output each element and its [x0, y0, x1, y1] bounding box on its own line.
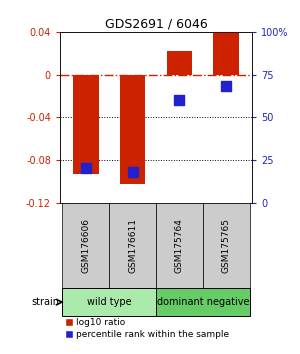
Point: [130, 169, 135, 175]
Bar: [203, 202, 250, 288]
Point: [83, 166, 88, 171]
Bar: [120, 75, 146, 184]
Text: GSM175764: GSM175764: [175, 218, 184, 273]
Bar: [167, 51, 192, 75]
Bar: [213, 32, 239, 75]
Legend: log10 ratio, percentile rank within the sample: log10 ratio, percentile rank within the …: [64, 318, 230, 340]
Bar: [156, 288, 250, 316]
Bar: [62, 202, 109, 288]
Title: GDS2691 / 6046: GDS2691 / 6046: [105, 18, 207, 31]
Text: GSM176606: GSM176606: [81, 218, 90, 273]
Bar: [156, 202, 203, 288]
Bar: [62, 288, 156, 316]
Text: GSM175765: GSM175765: [222, 218, 231, 273]
Bar: [73, 75, 99, 174]
Text: dominant negative: dominant negative: [157, 297, 249, 307]
Bar: [109, 202, 156, 288]
Text: wild type: wild type: [87, 297, 131, 307]
Point: [177, 97, 182, 103]
Text: GSM176611: GSM176611: [128, 218, 137, 273]
Text: strain: strain: [31, 297, 59, 307]
Point: [224, 84, 229, 89]
